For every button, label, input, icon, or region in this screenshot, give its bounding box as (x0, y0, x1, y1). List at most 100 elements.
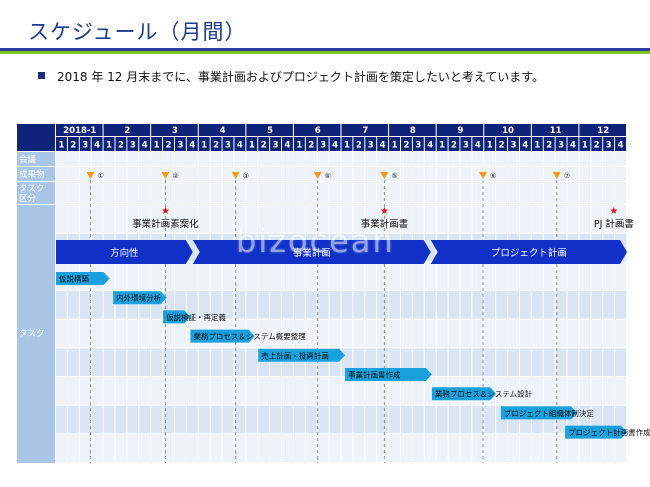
grid-cell (555, 167, 567, 181)
grid-cell (127, 167, 139, 181)
grid-cell (282, 377, 293, 405)
grid-cell (424, 233, 436, 262)
grid-cell (329, 205, 341, 233)
grid-cell (329, 262, 341, 290)
grid-cell (615, 348, 626, 376)
month-header-cell (103, 124, 151, 136)
month-label: 5 (267, 126, 273, 136)
month-label: 7 (362, 126, 368, 136)
grid-cell (567, 291, 579, 319)
grid-cell (472, 152, 484, 166)
grid-cell (496, 434, 508, 462)
grid-cell (365, 291, 377, 319)
week-header-cell (127, 137, 139, 151)
grid-cell (317, 319, 329, 348)
month-label: 9 (457, 126, 463, 136)
grid-cell (579, 182, 591, 204)
grid-cell (412, 152, 424, 166)
grid-cell (531, 377, 543, 405)
grid-cell (567, 182, 579, 204)
week-label: 4 (570, 141, 576, 151)
grid-cell (341, 291, 353, 319)
grid-cell (151, 348, 163, 376)
grid-cell (210, 262, 222, 290)
grid-cell (400, 182, 412, 204)
grid-cell (424, 167, 436, 181)
week-label: 2 (403, 141, 409, 151)
grid-cell (472, 167, 484, 181)
week-header-cell (198, 137, 210, 151)
grid-cell (186, 167, 198, 181)
week-header-cell (389, 137, 400, 151)
grid-cell (305, 348, 317, 376)
grid-cell (198, 152, 210, 166)
grid-cell (91, 205, 103, 233)
grid-cell (67, 434, 79, 462)
week-header-cell (341, 137, 353, 151)
grid-cell (567, 319, 579, 348)
grid-cell (484, 152, 496, 166)
task-bar (113, 291, 167, 305)
grid-cell (174, 377, 186, 405)
title-divider-blue (0, 48, 650, 51)
grid-cell (543, 291, 555, 319)
grid-cell (79, 348, 91, 376)
grid-cell (282, 262, 293, 290)
grid-cell (365, 167, 377, 181)
grid-cell (234, 348, 246, 376)
grid-cell (186, 152, 198, 166)
week-label: 1 (582, 141, 588, 151)
week-label: 2 (308, 141, 314, 151)
grid-cell (353, 182, 365, 204)
grid-cell (531, 319, 543, 348)
grid-cell (270, 348, 282, 376)
grid-cell (174, 405, 186, 434)
grid-cell (436, 291, 448, 319)
grid-cell (198, 262, 210, 290)
grid-cell (56, 182, 67, 204)
grid-cell (412, 319, 424, 348)
grid-cell (519, 262, 531, 290)
grid-cell (412, 167, 424, 181)
week-header-cell (67, 137, 79, 151)
grid-cell (496, 182, 508, 204)
grid-cell (448, 182, 460, 204)
month-label: 11 (550, 126, 562, 136)
week-header-cell (246, 137, 258, 151)
grid-cell (400, 319, 412, 348)
grid-cell (79, 434, 91, 462)
week-header-cell (163, 137, 174, 151)
week-label: 3 (463, 141, 469, 151)
grid-cell (103, 348, 115, 376)
grid-cell (436, 319, 448, 348)
grid-cell (270, 182, 282, 204)
meeting-number: ⑤ (391, 172, 397, 180)
grid-cell (163, 205, 174, 233)
grid-cell (365, 152, 377, 166)
meeting-number: ② (172, 172, 178, 180)
grid-cell (567, 348, 579, 376)
grid-cell (258, 348, 270, 376)
grid-cell (67, 319, 79, 348)
grid-cell (341, 167, 353, 181)
grid-cell (115, 182, 127, 204)
grid-cell (365, 434, 377, 462)
grid-cell (270, 262, 282, 290)
grid-cell (67, 182, 79, 204)
grid-cell (436, 405, 448, 434)
grid-cell (246, 291, 258, 319)
grid-cell (484, 348, 496, 376)
grid-cell (508, 152, 519, 166)
grid-cell (103, 182, 115, 204)
grid-cell (472, 205, 484, 233)
phase-label: 方向性 (110, 247, 139, 259)
grid-cell (615, 152, 626, 166)
grid-cell (341, 319, 353, 348)
week-label: 4 (285, 141, 291, 151)
week-label: 2 (499, 141, 505, 151)
grid-cell (496, 205, 508, 233)
grid-cell (389, 182, 400, 204)
grid-cell (603, 348, 615, 376)
grid-cell (424, 377, 436, 405)
